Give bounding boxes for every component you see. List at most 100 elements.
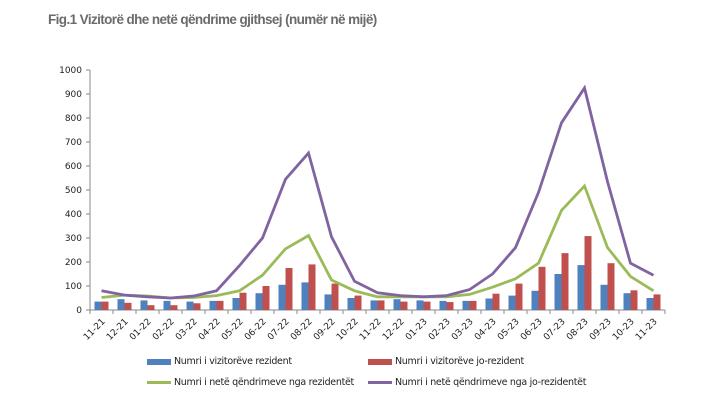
bar-resident-visitors xyxy=(278,284,286,310)
bar-resident-visitors xyxy=(600,284,608,310)
bar-resident-visitors xyxy=(324,294,332,310)
x-tick-label: 11-21 xyxy=(82,317,108,343)
x-tick-label: 07-22 xyxy=(266,317,292,343)
x-tick-label: 05-23 xyxy=(496,317,522,343)
bar-nonresident-visitors xyxy=(193,303,201,310)
y-tick-label: 700 xyxy=(65,138,82,148)
legend-label: Numri i netë qëndrimeve nga rezidentët xyxy=(174,377,354,388)
y-tick-label: 400 xyxy=(65,210,82,220)
bar-nonresident-visitors xyxy=(400,301,408,310)
bar-resident-visitors xyxy=(301,282,309,310)
bar-nonresident-visitors xyxy=(239,292,247,310)
bar-nonresident-visitors xyxy=(285,268,293,310)
y-tick-label: 200 xyxy=(65,258,82,268)
bar-resident-visitors xyxy=(439,300,447,310)
x-tick-label: 02-23 xyxy=(427,317,453,343)
legend-line-green xyxy=(147,381,171,384)
bar-nonresident-visitors xyxy=(308,264,316,310)
bars xyxy=(94,236,661,310)
bar-resident-visitors xyxy=(255,293,263,310)
x-tick-label: 09-23 xyxy=(588,317,614,343)
bar-resident-visitors xyxy=(554,274,562,310)
bar-resident-visitors xyxy=(209,300,217,310)
chart-title: Fig.1 Vizitorë dhe netë qëndrime gjithse… xyxy=(48,12,377,27)
x-tick-label: 02-22 xyxy=(151,317,177,343)
bar-resident-visitors xyxy=(347,298,355,310)
x-tick-label: 04-23 xyxy=(473,317,499,343)
bar-nonresident-visitors xyxy=(377,300,385,310)
x-tick-label: 12-21 xyxy=(105,317,131,343)
y-tick-label: 800 xyxy=(65,114,82,124)
x-tick-label: 06-22 xyxy=(243,317,269,343)
bar-resident-visitors xyxy=(163,300,171,310)
y-tick-labels: 0 100 200 300 400 500 600 700 800 900 1000 xyxy=(59,66,82,316)
bar-nonresident-visitors xyxy=(653,294,661,310)
x-tick-label: 08-22 xyxy=(289,317,315,343)
bar-nonresident-visitors xyxy=(561,253,569,310)
bar-resident-visitors xyxy=(117,299,125,310)
bar-nonresident-visitors xyxy=(492,293,500,310)
bar-resident-visitors xyxy=(531,290,539,310)
bar-nonresident-visitors xyxy=(469,300,477,310)
bar-nonresident-visitors xyxy=(101,301,109,310)
bar-resident-visitors xyxy=(393,299,401,310)
bar-resident-visitors xyxy=(186,301,194,310)
bar-resident-visitors xyxy=(232,298,240,310)
bar-nonresident-visitors xyxy=(124,302,132,310)
x-tick-label: 12-22 xyxy=(381,317,407,343)
bar-resident-visitors xyxy=(623,293,631,310)
bar-resident-visitors xyxy=(577,265,585,310)
bar-nonresident-visitors xyxy=(216,300,224,310)
y-tick-label: 500 xyxy=(65,186,82,196)
bar-resident-visitors xyxy=(646,298,654,310)
bar-resident-visitors xyxy=(485,298,493,310)
y-tick-label: 1000 xyxy=(59,66,82,76)
legend-swatch-blue xyxy=(147,358,171,365)
bar-nonresident-visitors xyxy=(354,295,362,310)
bar-resident-visitors xyxy=(94,301,102,310)
legend-line-purple xyxy=(368,381,392,384)
bar-resident-visitors xyxy=(462,300,470,310)
y-tick-label: 900 xyxy=(65,90,82,100)
x-tick-label: 11-23 xyxy=(634,317,660,343)
line-resident-nights xyxy=(101,183,655,300)
x-tick-label: 10-22 xyxy=(335,317,361,343)
y-tick-label: 600 xyxy=(65,162,82,172)
legend-swatch-red xyxy=(368,358,392,365)
bar-nonresident-visitors xyxy=(538,266,546,310)
legend-item-resident-nights: Numri i netë qëndrimeve nga rezidentët xyxy=(147,377,354,388)
x-tick-labels: 11-2112-2101-2202-2203-2204-2205-2206-22… xyxy=(82,317,660,343)
x-tick-label: 04-22 xyxy=(197,317,223,343)
bar-resident-visitors xyxy=(140,300,148,310)
bar-nonresident-visitors xyxy=(630,290,638,310)
line-nonresident-nights xyxy=(101,84,655,300)
x-tick-label: 10-23 xyxy=(611,317,637,343)
bar-nonresident-visitors xyxy=(262,286,270,310)
bar-nonresident-visitors xyxy=(446,302,454,310)
legend-item-nonresident-visitors: Numri i vizitorëve jo-rezident xyxy=(368,356,524,367)
bar-nonresident-visitors xyxy=(147,305,155,310)
legend-label: Numri i netë qëndrimeve nga jo-rezidentë… xyxy=(395,377,587,388)
x-tick-label: 09-22 xyxy=(312,317,338,343)
lines xyxy=(101,84,655,300)
x-tick-label: 01-22 xyxy=(128,317,154,343)
bar-resident-visitors xyxy=(370,300,378,310)
y-tick-label: 300 xyxy=(65,234,82,244)
y-tick-label: 100 xyxy=(65,282,82,292)
x-tick-label: 07-23 xyxy=(542,317,568,343)
x-tick-label: 03-22 xyxy=(174,317,200,343)
x-tick-label: 08-23 xyxy=(565,317,591,343)
bar-nonresident-visitors xyxy=(607,263,615,310)
x-tick-label: 01-23 xyxy=(404,317,430,343)
x-tick-label: 05-22 xyxy=(220,317,246,343)
bar-nonresident-visitors xyxy=(423,301,431,310)
legend-item-resident-visitors: Numri i vizitorëve rezident xyxy=(147,356,292,367)
legend-label: Numri i vizitorëve rezident xyxy=(174,356,292,367)
x-tick-label: 06-23 xyxy=(519,317,545,343)
x-tick-label: 11-22 xyxy=(358,317,384,343)
bar-resident-visitors xyxy=(416,300,424,310)
x-tick-label: 03-23 xyxy=(450,317,476,343)
bar-nonresident-visitors xyxy=(515,283,523,310)
bar-nonresident-visitors xyxy=(170,305,178,310)
